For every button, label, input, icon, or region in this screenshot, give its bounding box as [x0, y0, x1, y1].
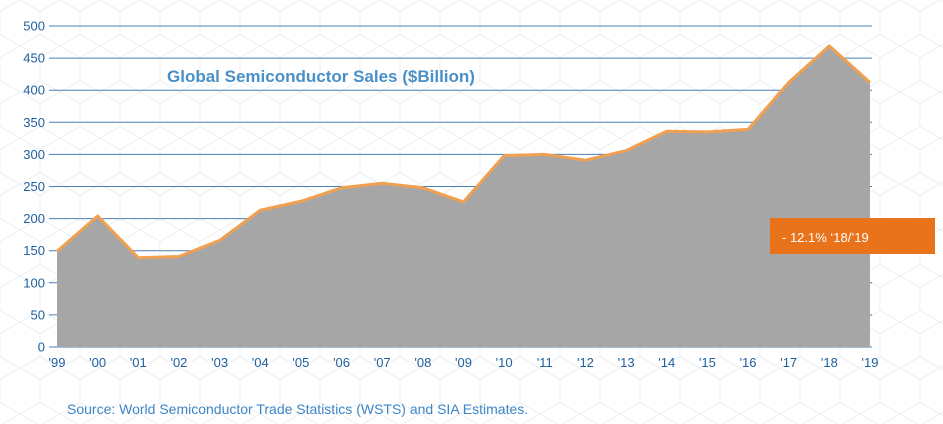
y-tick-label: 0 [38, 340, 45, 355]
y-tick-label: 250 [23, 179, 45, 194]
callout-box [770, 218, 935, 254]
x-tick-label: '06 [333, 355, 350, 370]
x-tick-label: '02 [170, 355, 187, 370]
y-tick-label: 400 [23, 83, 45, 98]
x-tick-label: '17 [780, 355, 797, 370]
y-tick-label: 450 [23, 51, 45, 66]
x-tick-label: '12 [577, 355, 594, 370]
x-tick-label: '19 [862, 355, 879, 370]
x-tick-label: '99 [49, 355, 66, 370]
source-note: Source: World Semiconductor Trade Statis… [67, 401, 528, 417]
x-tick-label: '04 [252, 355, 269, 370]
x-tick-label: '15 [699, 355, 716, 370]
sales-area [57, 45, 870, 347]
x-tick-label: '14 [658, 355, 675, 370]
x-tick-label: '13 [618, 355, 635, 370]
x-tick-label: '05 [292, 355, 309, 370]
y-tick-label: 200 [23, 211, 45, 226]
x-tick-label: '18 [821, 355, 838, 370]
x-tick-label: '03 [211, 355, 228, 370]
annotation-callout: - 12.1% ‘18/’19 [770, 218, 935, 254]
y-tick-label: 100 [23, 275, 45, 290]
x-axis-ticks: '99 '00 '01 '02 '03 '04 '05 '06 '07 '08 '09 '10 '11 '… [49, 355, 879, 370]
sales-line [56, 44, 872, 260]
x-tick-label: '07 [374, 355, 391, 370]
y-tick-label: 500 [23, 19, 45, 34]
x-tick-label: '16 [740, 355, 757, 370]
x-tick-label: '09 [455, 355, 472, 370]
y-tick-label: 50 [31, 307, 45, 322]
y-tick-label: 350 [23, 115, 45, 130]
y-tick-label: 150 [23, 243, 45, 258]
x-tick-label: '10 [496, 355, 513, 370]
x-tick-label: '01 [130, 355, 147, 370]
x-tick-label: '11 [537, 355, 553, 370]
x-tick-label: '08 [414, 355, 431, 370]
y-tick-label: 300 [23, 147, 45, 162]
y-axis-ticks: 0 50 100 150 200 250 300 350 400 450 500 [23, 19, 45, 355]
chart-title: Global Semiconductor Sales ($Billion) [167, 67, 475, 86]
callout-label: - 12.1% ‘18/’19 [782, 230, 869, 245]
x-tick-label: '00 [89, 355, 106, 370]
